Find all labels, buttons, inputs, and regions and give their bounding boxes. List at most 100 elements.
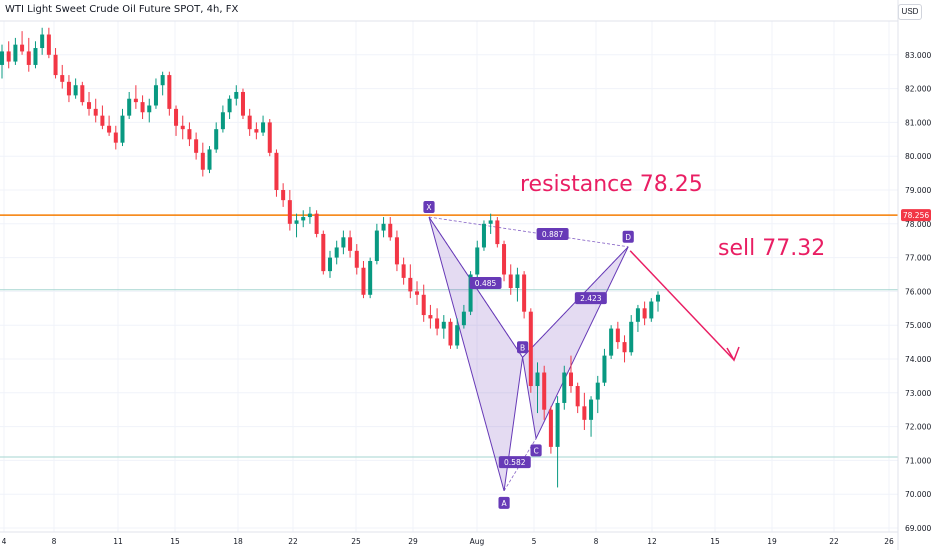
candle: [488, 213, 493, 234]
candle: [502, 240, 507, 282]
candle-body: [495, 220, 500, 245]
candle: [575, 382, 580, 414]
pattern-ratio-bg: [498, 456, 531, 469]
pattern-ratio-bg: [536, 227, 569, 240]
candle: [301, 210, 306, 228]
candle: [254, 122, 259, 140]
candle: [368, 257, 373, 299]
candle: [93, 98, 98, 123]
candle-body: [20, 44, 25, 52]
x-tick-label: 29: [408, 537, 418, 546]
candle: [214, 122, 219, 153]
candle: [314, 210, 319, 238]
candle: [200, 142, 205, 177]
pattern-point-x-bg: [423, 201, 435, 214]
candle: [307, 206, 312, 224]
pattern-line-xb: [428, 216, 523, 358]
candle: [194, 132, 199, 160]
pattern-ratio-bg: [469, 276, 502, 289]
candle-body: [240, 91, 245, 116]
candle-body: [441, 321, 446, 329]
y-tick-label: 70.000: [905, 490, 931, 499]
candle: [341, 230, 346, 255]
pattern-ratio-text: 0.582: [504, 458, 526, 467]
candle-body: [100, 115, 105, 126]
candle-body: [26, 51, 31, 65]
candle: [187, 122, 192, 147]
candle: [535, 362, 540, 414]
x-tick-label: Aug: [470, 537, 485, 546]
x-tick-label: 5: [532, 537, 537, 546]
candle-body: [46, 34, 51, 55]
candle: [321, 230, 326, 275]
candle-body: [147, 105, 152, 113]
candle-body: [180, 125, 185, 130]
candle-body: [66, 81, 71, 96]
candle: [73, 78, 78, 99]
candle: [33, 41, 38, 69]
candle-body: [488, 220, 493, 224]
pattern-line-xd: [428, 216, 629, 248]
sell-arrow-shaft: [629, 250, 735, 361]
candle-body: [301, 217, 306, 221]
candle-body: [401, 264, 406, 278]
candle-body: [649, 301, 654, 319]
candle: [287, 190, 292, 231]
candle: [294, 213, 299, 238]
candle-body: [655, 294, 661, 302]
pattern-point-b-bg: [517, 341, 529, 354]
candle-body: [327, 257, 333, 272]
candle-body: [107, 125, 112, 133]
candle-body: [374, 230, 379, 261]
x-tick-label: 11: [113, 537, 123, 546]
candle: [475, 240, 480, 278]
candle-body: [6, 51, 11, 62]
candle: [615, 321, 620, 349]
candle-body: [281, 190, 286, 201]
candle-body: [609, 328, 614, 356]
candle: [348, 230, 353, 258]
candle-body: [234, 91, 239, 99]
candle: [113, 125, 118, 150]
candle-body: [194, 139, 199, 153]
candle: [140, 95, 145, 120]
chart-title: WTI Light Sweet Crude Oil Future SPOT, 4…: [5, 4, 239, 15]
candle: [388, 217, 393, 241]
candle: [87, 91, 92, 116]
y-tick-label: 76.000: [905, 287, 931, 296]
candle: [127, 91, 132, 120]
candle-body: [287, 200, 292, 224]
candle-body: [415, 291, 420, 295]
candle: [655, 291, 661, 312]
candle-body: [528, 311, 533, 387]
candle-body: [408, 277, 413, 292]
candle: [649, 298, 654, 322]
sell-arrow-head: [726, 346, 740, 362]
pattern-ratio-text: 0.887: [542, 230, 564, 239]
candle: [441, 315, 446, 339]
candle-body: [0, 51, 5, 65]
pattern-point-a: A: [498, 496, 510, 509]
candle: [562, 365, 567, 410]
candle-body: [60, 75, 65, 82]
candle-body: [589, 399, 594, 420]
pattern-point-a-text: A: [502, 499, 508, 508]
candle: [568, 355, 573, 393]
sell-annotation: sell 77.32: [718, 236, 825, 261]
candle-body: [13, 44, 18, 62]
candle-body: [274, 152, 279, 190]
candle-body: [361, 267, 366, 295]
candle: [374, 223, 379, 265]
y-tick-label: 72.000: [905, 423, 931, 432]
pattern-ratio: 0.582: [498, 456, 531, 469]
candle: [508, 264, 513, 295]
pattern-point-b: B: [517, 341, 529, 354]
candle: [281, 183, 286, 207]
candle: [428, 304, 433, 329]
candle-body: [261, 122, 266, 133]
candle: [401, 257, 406, 285]
pattern-point-x: X: [423, 201, 435, 214]
candle-body: [595, 382, 600, 400]
pattern-point-x-text: X: [426, 203, 431, 212]
